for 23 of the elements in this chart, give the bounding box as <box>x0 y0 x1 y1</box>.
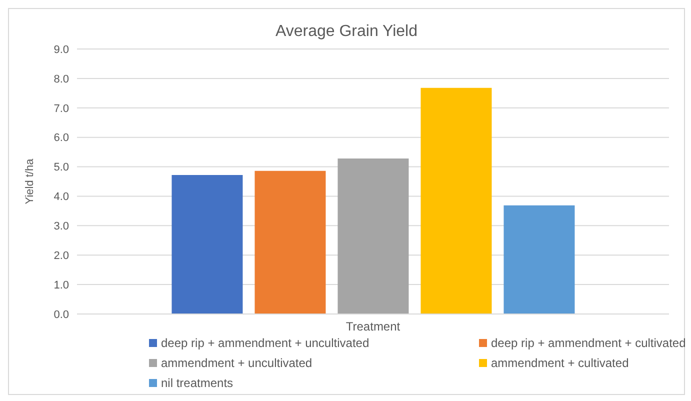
legend-label: ammendment + uncultivated <box>161 356 312 370</box>
bar <box>254 170 326 314</box>
y-tick-label: 2.0 <box>54 250 69 262</box>
y-tick-label: 8.0 <box>54 73 69 86</box>
legend-label: ammendment + cultivated <box>491 356 629 370</box>
y-tick-label: 0.0 <box>54 308 69 321</box>
bar <box>172 175 243 314</box>
y-tick-label: 9.0 <box>54 44 69 56</box>
bar <box>338 158 409 314</box>
legend-label: nil treatments <box>161 376 234 390</box>
y-tick-label: 1.0 <box>54 279 69 292</box>
y-tick-label: 7.0 <box>54 102 69 115</box>
y-axis-title: Yield t/ha <box>24 158 36 204</box>
y-tick-label: 5.0 <box>54 162 69 174</box>
y-tick-label: 4.0 <box>54 191 69 204</box>
y-tick-label: 6.0 <box>54 132 69 144</box>
chart-title: Average Grain Yield <box>274 22 418 42</box>
x-tick-label: Treatment <box>346 320 401 334</box>
bar <box>504 205 575 314</box>
y-tick-label: 3.0 <box>54 220 69 233</box>
legend-label: deep rip + ammendment + uncultivated <box>161 336 370 350</box>
bar <box>420 88 492 314</box>
legend-label: deep rip + ammendment + cultivated <box>491 336 686 350</box>
